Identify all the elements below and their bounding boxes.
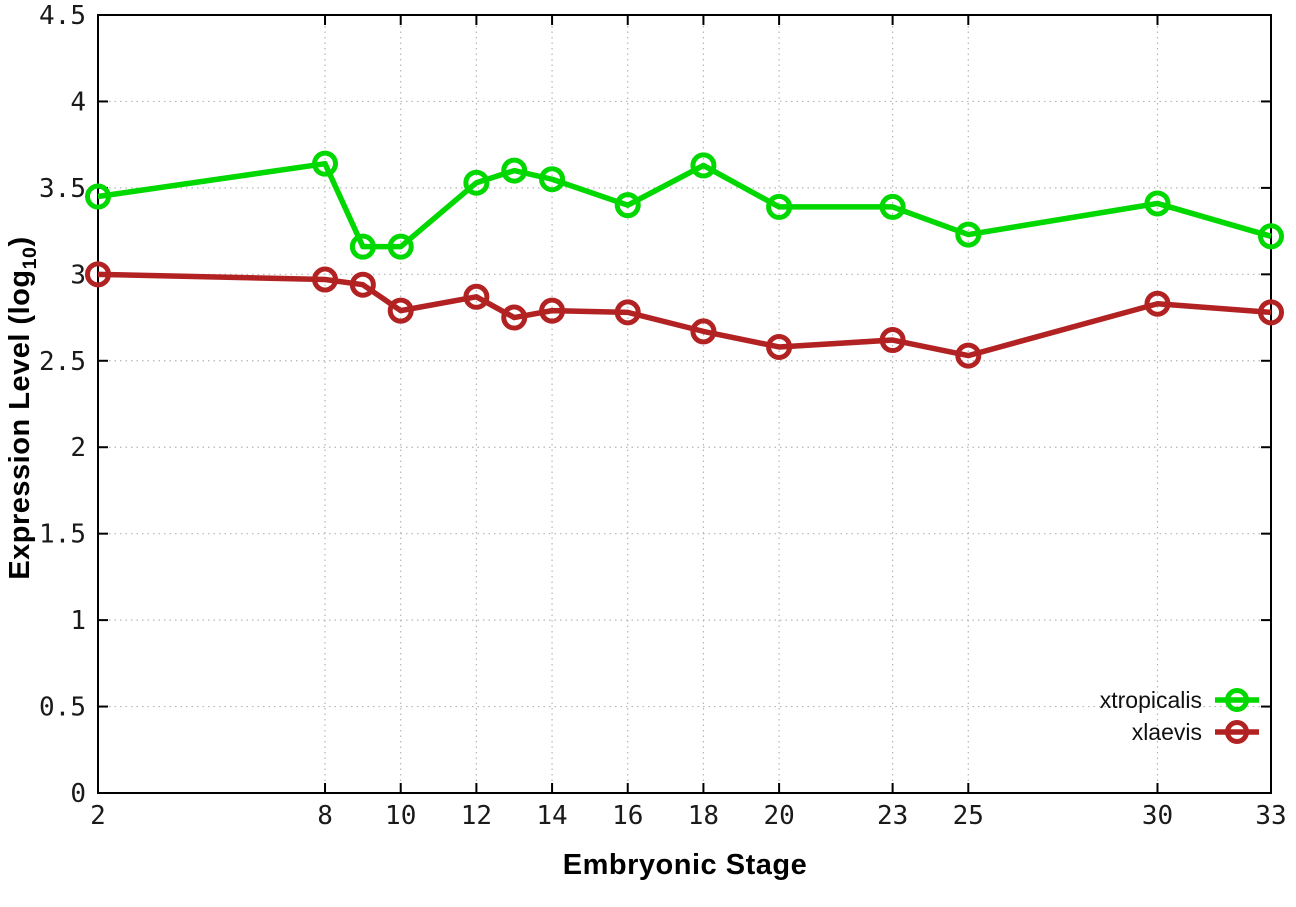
y-axis-title-subscript: 10	[18, 246, 41, 270]
data-point-marker	[879, 327, 906, 354]
legend-item-xlaevis: xlaevis	[1132, 716, 1260, 748]
data-point-marker	[501, 304, 528, 331]
data-point-marker	[1258, 299, 1284, 326]
legend-label: xlaevis	[1131, 718, 1202, 745]
axes	[97, 14, 1272, 794]
legend-item-xtropicalis: xtropicalis	[1100, 684, 1260, 716]
y-axis-title-suffix: )	[4, 236, 37, 247]
x-tick-label: 8	[317, 801, 333, 831]
y-axis-title-text: Expression Level (log	[4, 269, 37, 580]
x-tick-label: 23	[877, 801, 908, 831]
data-point-marker	[463, 169, 490, 196]
data-point-marker	[387, 233, 414, 260]
x-tick-label: 33	[1255, 801, 1286, 831]
tick-labels: 2 8 10 12 14 16 18 20 23 25 30 33 0 0.5 1 1.5 2 2.5 3 3.5 4 4…	[39, 1, 1287, 831]
x-tick-label: 20	[763, 801, 794, 831]
grid	[97, 14, 1272, 794]
line-point-sample-icon	[1215, 688, 1259, 712]
line-point-sample-icon	[1215, 720, 1259, 744]
data-point-marker	[690, 318, 717, 345]
data-point-marker	[766, 193, 793, 220]
y-tick-label: 3.5	[39, 174, 86, 204]
data-point-marker	[1144, 190, 1171, 217]
data-point-marker	[312, 150, 339, 177]
legend: xtropicalis xlaevis	[1100, 684, 1260, 748]
data-point-marker	[349, 233, 376, 260]
y-axis-title: Expression Level (log10)	[4, 236, 42, 579]
data-point-marker	[85, 183, 111, 210]
x-tick-label: 12	[461, 801, 492, 831]
y-tick-label: 3	[70, 260, 86, 290]
y-tick-label: 0.5	[39, 693, 86, 723]
y-tick-label: 4.5	[39, 1, 86, 31]
data-point-marker	[1144, 290, 1171, 317]
data-point-marker	[879, 193, 906, 220]
data-point-marker	[955, 342, 982, 369]
series-line	[97, 271, 1272, 359]
data-point-marker	[312, 266, 339, 293]
data-point-marker	[463, 283, 490, 310]
series-xtropicalis	[85, 150, 1284, 260]
plot-border	[97, 14, 1272, 794]
x-tick-label: 14	[536, 801, 567, 831]
x-tick-label: 16	[612, 801, 643, 831]
y-tick-label: 1	[70, 606, 86, 636]
data-point-marker	[1258, 223, 1284, 250]
data-point-marker	[614, 192, 641, 219]
data-point-marker	[501, 157, 528, 184]
x-tick-label: 18	[688, 801, 719, 831]
data-point-marker	[955, 221, 982, 248]
y-tick-label: 1.5	[39, 520, 86, 550]
data-point-marker	[539, 297, 566, 324]
x-tick-label: 30	[1142, 801, 1173, 831]
series-line	[97, 160, 1272, 250]
y-tick-label: 2	[70, 433, 86, 463]
y-tick-label: 4	[70, 87, 86, 117]
data-point-marker	[349, 271, 376, 298]
legend-label: xtropicalis	[1099, 686, 1202, 713]
data-point-marker	[387, 297, 414, 324]
data-point-marker	[85, 261, 111, 288]
data-point-marker	[690, 152, 717, 179]
x-tick-label: 25	[953, 801, 984, 831]
data-point-marker	[539, 166, 566, 193]
series-xlaevis	[85, 261, 1284, 369]
x-tick-label: 2	[90, 801, 106, 831]
data-point-marker	[614, 299, 641, 326]
x-tick-label: 10	[385, 801, 416, 831]
data-point-marker	[766, 333, 793, 360]
y-tick-label: 2.5	[39, 347, 86, 377]
y-tick-label: 0	[70, 779, 86, 809]
x-axis-title: Embryonic Stage	[562, 849, 808, 881]
